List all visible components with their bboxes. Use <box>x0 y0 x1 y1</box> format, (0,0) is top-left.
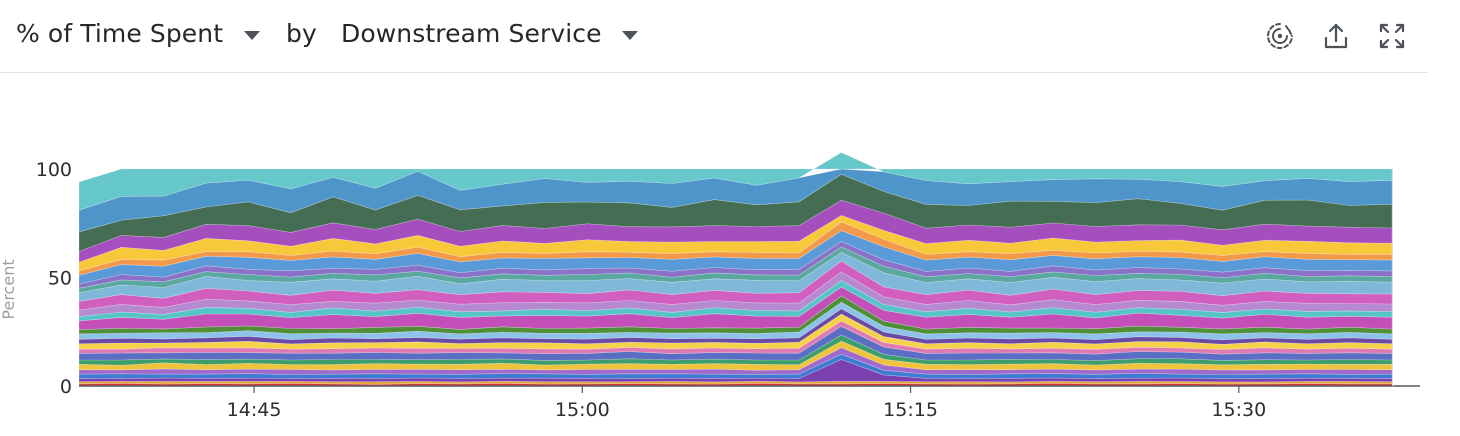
metric-selector-label[interactable]: % of Time Spent <box>16 19 224 48</box>
group-selector-label[interactable]: Downstream Service <box>341 19 602 48</box>
x-tick-label: 14:45 <box>227 399 282 421</box>
x-tick-label: 15:15 <box>883 399 938 421</box>
metric-dropdown-caret-icon[interactable] <box>244 31 260 40</box>
group-dropdown-caret-icon[interactable] <box>622 31 638 40</box>
x-axis-ticks: 14:45 15:00 15:15 15:30 <box>227 386 1266 421</box>
x-tick-label: 15:00 <box>555 399 610 421</box>
y-axis-ticks: 0 50 100 <box>36 159 72 398</box>
y-tick-label: 100 <box>36 159 72 181</box>
export-icon[interactable] <box>1320 20 1352 52</box>
fullscreen-icon[interactable] <box>1376 20 1408 52</box>
y-tick-label: 0 <box>60 376 72 398</box>
trace-icon[interactable] <box>1264 20 1296 52</box>
stacked-area-chart[interactable]: 0 50 100 14:45 15:00 15:15 15:30 Percent <box>0 150 1460 436</box>
y-axis-label: Percent <box>0 259 18 319</box>
x-tick-label: 15:30 <box>1211 399 1266 421</box>
chart-toolbar: % of Time Spent by Downstream Service <box>0 0 1428 73</box>
area-series-group <box>78 152 1393 387</box>
by-label: by <box>286 19 317 48</box>
y-tick-label: 50 <box>48 268 72 290</box>
